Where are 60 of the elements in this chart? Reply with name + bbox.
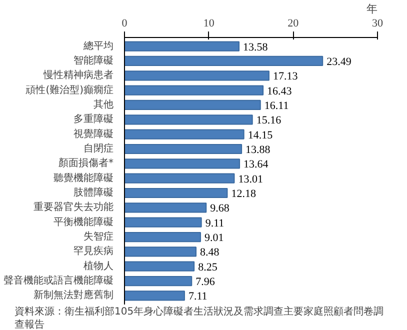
x-axis-title: 年 (366, 2, 378, 16)
bar (124, 202, 207, 213)
data-label: 7.11 (188, 290, 208, 303)
data-label: 16.11 (264, 100, 289, 112)
data-label: 8.48 (200, 246, 220, 259)
y-tick-label: 肢體障礙 (74, 186, 114, 199)
bar (124, 158, 240, 169)
y-tick-label: 聲音機能或語言機能障礙 (4, 274, 114, 287)
data-label: 23.49 (326, 56, 352, 68)
data-label: 13.64 (244, 158, 269, 171)
data-label: 9.11 (205, 217, 224, 230)
data-label: 17.13 (272, 70, 298, 83)
bar (124, 56, 324, 66)
bar (124, 100, 261, 110)
data-label: 13.88 (246, 144, 271, 156)
data-label: 16.43 (267, 85, 292, 98)
y-tick-label: 平衡機能障礙 (54, 216, 114, 228)
y-tick-label: 失智症 (84, 230, 114, 243)
bar (124, 70, 270, 81)
data-label: 14.15 (248, 129, 274, 142)
y-tick-label: 重要器官失去功能 (34, 201, 114, 214)
y-tick-label: 視覺障礙 (74, 128, 114, 140)
y-tick-label: 新制無法對應舊制 (34, 289, 114, 302)
x-tick-label: 0 (122, 18, 128, 30)
bar (124, 41, 240, 52)
y-tick-label: 罕見疾病 (74, 245, 114, 258)
bar (124, 129, 244, 140)
data-label: 8.25 (198, 261, 218, 274)
y-tick-label: 慢性精神病患者 (42, 69, 114, 82)
source-note: 資料來源：衛生福利部105年身心障礙者生活狀況及需求調查主要家庭照顧者問卷調查報告 (14, 306, 384, 330)
y-tick-label: 其他 (94, 98, 114, 110)
x-tick-label: 10 (203, 18, 215, 30)
bar (124, 85, 264, 96)
bar (124, 261, 195, 272)
y-tick-label: 總平均 (82, 40, 114, 52)
bar (124, 232, 201, 242)
bar (124, 290, 185, 301)
data-label: 7.96 (196, 276, 216, 288)
bar (124, 173, 235, 184)
bar (124, 188, 228, 198)
y-tick-label: 聽覺機能障礙 (54, 172, 114, 184)
x-tick-label: 20 (288, 18, 300, 30)
data-label: 13.58 (243, 41, 268, 54)
y-tick-label: 顏面損傷者* (58, 157, 114, 170)
data-label: 15.16 (256, 114, 282, 127)
y-tick-label: 自閉症 (84, 142, 114, 154)
bar (124, 114, 253, 125)
bar (124, 276, 192, 286)
bar (124, 217, 202, 228)
bar (124, 144, 242, 154)
y-tick-label: 多重障礙 (74, 113, 114, 126)
data-label: 9.01 (204, 232, 224, 244)
data-label: 13.01 (238, 173, 263, 186)
x-tick-label: 30 (372, 18, 384, 30)
bar (124, 246, 197, 257)
y-tick-label: 智能障礙 (74, 54, 114, 66)
data-label: 12.18 (231, 188, 256, 200)
data-label: 9.68 (210, 202, 230, 215)
y-tick-label: 植物人 (84, 260, 114, 272)
y-tick-label: 頑性(難治型)癲癇症 (26, 84, 114, 96)
